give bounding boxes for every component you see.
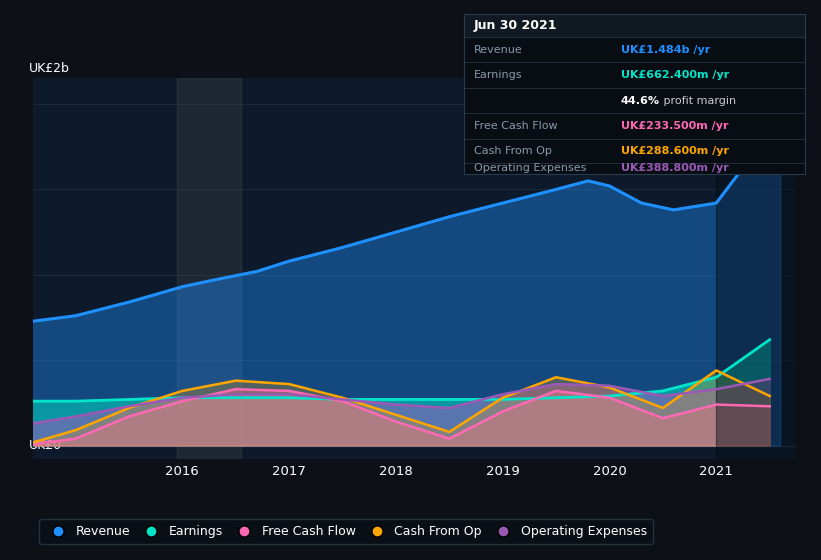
Bar (716, 78, 796, 459)
Text: Jun 30 2021: Jun 30 2021 (474, 19, 557, 32)
Text: Earnings: Earnings (474, 70, 523, 80)
Text: UK£288.600m /yr: UK£288.600m /yr (621, 146, 728, 156)
Text: UK£1.484b /yr: UK£1.484b /yr (621, 44, 710, 54)
Bar (177, 78, 241, 459)
Text: profit margin: profit margin (660, 96, 736, 106)
Text: Free Cash Flow: Free Cash Flow (474, 121, 557, 131)
Text: Revenue: Revenue (474, 44, 523, 54)
Text: Cash From Op: Cash From Op (474, 146, 552, 156)
Text: UK£0: UK£0 (29, 438, 62, 451)
Text: Operating Expenses: Operating Expenses (474, 164, 586, 174)
Text: UK£388.800m /yr: UK£388.800m /yr (621, 164, 728, 174)
Text: 44.6%: 44.6% (621, 96, 659, 106)
Text: UK£2b: UK£2b (29, 62, 70, 74)
Text: UK£233.500m /yr: UK£233.500m /yr (621, 121, 728, 131)
Legend: Revenue, Earnings, Free Cash Flow, Cash From Op, Operating Expenses: Revenue, Earnings, Free Cash Flow, Cash … (39, 519, 653, 544)
Text: UK£662.400m /yr: UK£662.400m /yr (621, 70, 729, 80)
